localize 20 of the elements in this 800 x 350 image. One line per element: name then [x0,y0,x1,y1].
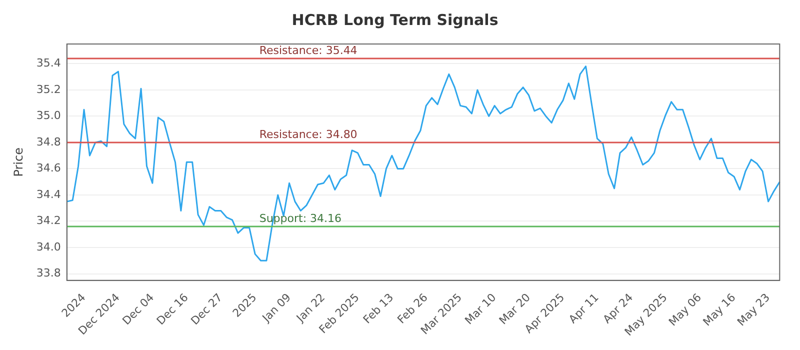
y-tick-label: 35.0 [36,109,61,122]
y-tick-label: 35.4 [36,56,61,70]
ref-line-label: Resistance: 35.44 [259,44,358,57]
ref-line-label: Resistance: 34.80 [259,128,358,141]
x-tick-label: Dec 04 [120,290,157,328]
x-tick-label: Dec 27 [188,290,225,328]
x-tick-label: Mar 10 [462,290,499,328]
y-tick-label: 34.0 [36,240,61,254]
y-axis-title: Price [11,148,26,177]
y-tick-label: 35.2 [36,82,61,96]
x-tick-label: Feb 13 [360,290,396,326]
y-tick-label: 34.4 [36,188,61,201]
x-tick-label: Apr 11 [566,290,602,326]
chart-title: HCRB Long Term Signals [292,10,498,29]
y-tick-label: 34.6 [36,162,61,175]
x-tick-label: Jan 09 [259,290,294,326]
y-tick-label: 33.8 [36,266,61,280]
y-tick-label: 34.2 [36,214,61,228]
x-tick-label: Dec 16 [154,290,191,328]
y-tick-label: 34.8 [36,135,61,148]
